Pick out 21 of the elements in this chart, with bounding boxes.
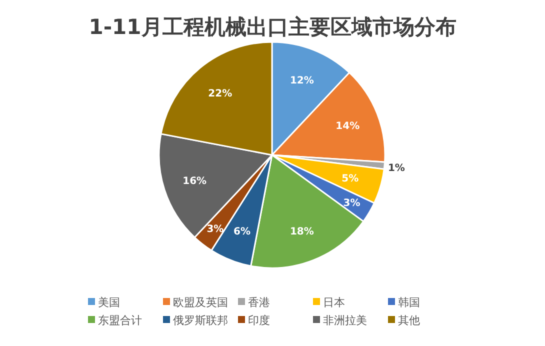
legend-label: 印度	[248, 314, 270, 327]
data-label: 3%	[206, 224, 224, 236]
data-label: 22%	[208, 88, 232, 100]
legend-label: 韩国	[398, 296, 420, 309]
legend-label: 非洲拉美	[323, 314, 367, 327]
data-label: 12%	[290, 75, 314, 86]
data-label: 6%	[234, 226, 251, 238]
data-label: 1%	[388, 162, 405, 174]
legend-label: 俄罗斯联邦	[173, 314, 228, 327]
data-label: 5%	[342, 174, 359, 185]
data-label: 3%	[343, 198, 360, 210]
data-label: 16%	[182, 176, 207, 188]
chart-title: 1-11月工程机械出口主要区域市场分布	[88, 15, 456, 39]
legend-label: 东盟合计	[98, 314, 142, 327]
legend-label: 其他	[398, 314, 420, 327]
legend-label: 香港	[248, 296, 270, 309]
legend-label: 日本	[323, 296, 345, 309]
legend-label: 美国	[98, 296, 120, 309]
data-label: 18%	[290, 226, 314, 238]
legend-label: 欧盟及英国	[173, 296, 228, 309]
data-label: 14%	[336, 121, 360, 132]
